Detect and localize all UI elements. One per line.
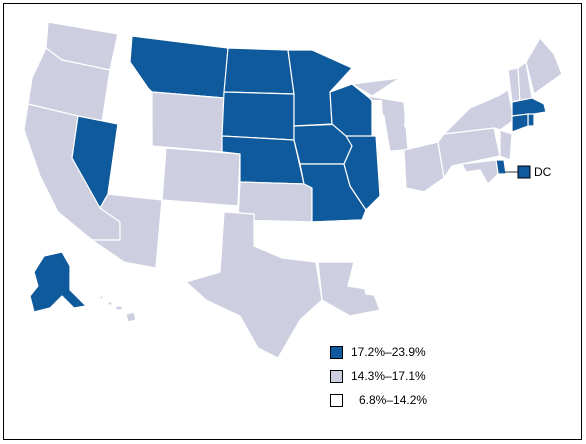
state-new-jersey [499, 129, 513, 161]
state-connecticut [511, 113, 529, 133]
state-north-dakota [223, 47, 295, 95]
legend-label-low: 6.8%–14.2% [359, 393, 428, 407]
state-maryland [461, 159, 499, 185]
state-georgia [409, 233, 463, 293]
dc-swatch [517, 165, 531, 179]
state-illinois [343, 135, 381, 211]
legend-swatch-low [330, 394, 343, 407]
state-florida [393, 289, 481, 373]
state-texas [185, 211, 323, 359]
legend-label-mid: 14.3%–17.1% [351, 369, 426, 383]
lake-erie [420, 128, 446, 144]
lake-huron [404, 104, 418, 136]
state-hawaii [99, 295, 137, 323]
state-wyoming [151, 91, 225, 153]
state-new-mexico [155, 199, 225, 273]
state-colorado [161, 147, 241, 207]
legend-swatch-high [330, 346, 343, 359]
state-maine [525, 37, 563, 95]
legend-label-high: 17.2%–23.9% [351, 345, 426, 359]
state-south-dakota [221, 91, 295, 141]
state-alaska [29, 251, 87, 313]
state-new-york [443, 89, 515, 135]
state-rhode-island [527, 113, 535, 127]
state-massachusetts [511, 97, 547, 117]
dc-label: DC [534, 165, 552, 179]
state-arkansas [311, 219, 361, 263]
legend-swatch-mid [330, 370, 343, 383]
lake-michigan [372, 100, 384, 138]
